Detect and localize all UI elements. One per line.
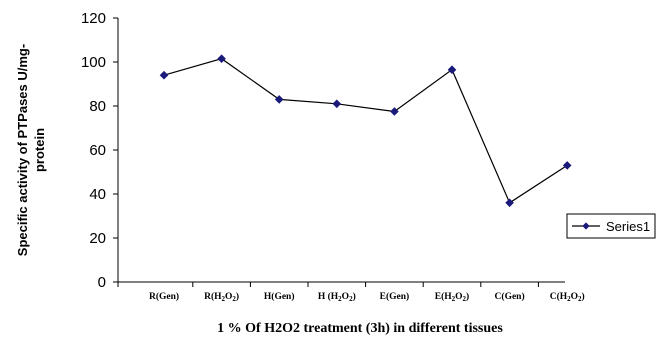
y-tick-label: 100 xyxy=(81,54,106,71)
y-axis-title-line: Specific activity of PTPases U/mg- xyxy=(15,44,30,256)
legend: Series1 xyxy=(566,213,656,239)
x-tick-label: E(H2O2) xyxy=(435,291,469,303)
x-tick-label: R(Gen) xyxy=(149,291,179,302)
data-point xyxy=(332,99,342,109)
y-tick-label: 0 xyxy=(98,274,106,291)
data-point xyxy=(274,95,284,104)
series-line xyxy=(159,54,572,208)
x-tick-label: H(Gen) xyxy=(264,291,295,302)
y-axis: 0 20 40 60 80 100 120 xyxy=(81,10,119,291)
x-tick-label: C(Gen) xyxy=(495,291,525,302)
x-tick-label: C(H2O2) xyxy=(550,291,585,303)
x-axis-title: 1 % Of H2O2 treatment (3h) in different … xyxy=(217,321,503,336)
data-point xyxy=(505,198,514,208)
x-tick-label: H (H2O2) xyxy=(318,291,356,303)
x-axis: R(Gen) R(H2O2) H(Gen) H (H2O2) E(Gen) E(H2O2)… xyxy=(117,281,585,303)
data-point xyxy=(562,161,572,170)
legend-label: Series1 xyxy=(606,219,650,234)
x-tick-label: E(Gen) xyxy=(380,291,410,302)
data-point xyxy=(447,65,457,75)
y-axis-title-line: protein xyxy=(32,128,47,172)
x-tick-label: R(H2O2) xyxy=(204,291,239,303)
series-line-path xyxy=(163,58,568,204)
legend-marker xyxy=(582,222,590,230)
data-point xyxy=(390,107,399,116)
y-axis-title-group: Specific activity of PTPases U/mg-protei… xyxy=(15,44,47,256)
y-tick-label: 40 xyxy=(89,186,106,203)
y-tick-label: 20 xyxy=(89,230,106,247)
y-tick-label: 120 xyxy=(81,10,106,27)
data-point xyxy=(217,54,226,64)
y-axis-title: Specific activity of PTPases U/mg-protei… xyxy=(15,44,47,256)
data-point xyxy=(159,70,169,80)
y-tick-label: 60 xyxy=(89,142,106,159)
y-tick-label: 80 xyxy=(89,98,106,115)
